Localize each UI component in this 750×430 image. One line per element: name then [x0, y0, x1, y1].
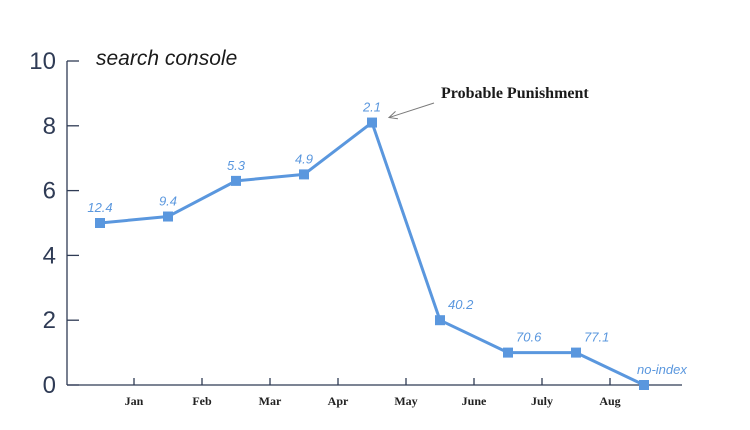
- y-tick-label: 0: [43, 372, 56, 399]
- data-point: [639, 380, 649, 390]
- annotation-arrow: [388, 102, 435, 119]
- annotation: Probable Punishment: [387, 85, 589, 120]
- data-point: [299, 169, 309, 180]
- x-tick-label: Apr: [328, 394, 349, 408]
- data-label: 2.1: [362, 100, 381, 115]
- x-tick-label: July: [531, 394, 553, 408]
- y-tick-label: 8: [43, 113, 56, 140]
- x-tick-label: Aug: [599, 394, 620, 408]
- x-tick-label: June: [462, 394, 487, 408]
- data-labels: 12.4 9.4 5.3 4.9 2.1 40.2 70.6 77.1 no-index: [87, 100, 687, 377]
- series-line: [99, 121, 645, 387]
- x-tick-label: Feb: [192, 394, 212, 408]
- data-label: 9.4: [159, 194, 177, 209]
- data-point: [367, 117, 377, 128]
- data-label: 70.6: [516, 330, 542, 345]
- data-point: [435, 315, 445, 326]
- chart-title: search console: [96, 47, 237, 70]
- data-point: [571, 347, 581, 358]
- tick-labels: 0 2 4 6 8 10 Jan Feb Mar Apr May June July Aug: [29, 48, 620, 408]
- data-point: [503, 347, 513, 358]
- data-label: 5.3: [227, 158, 246, 173]
- data-point: [163, 211, 173, 222]
- data-label: 77.1: [584, 330, 609, 345]
- y-tick-label: 10: [29, 48, 56, 75]
- series-line-group: [95, 117, 649, 390]
- y-tick-label: 6: [43, 178, 56, 205]
- annotation-arrowhead: [387, 110, 398, 120]
- y-tick-label: 2: [43, 307, 56, 334]
- axes: [66, 60, 682, 386]
- data-label: no-index: [637, 362, 687, 377]
- x-tick-label: May: [394, 394, 417, 408]
- data-label: 40.2: [448, 297, 474, 312]
- data-label: 4.9: [295, 151, 313, 166]
- data-label: 12.4: [87, 200, 112, 215]
- x-tick-label: Jan: [125, 394, 144, 408]
- data-point: [95, 218, 105, 228]
- y-tick-label: 4: [43, 242, 56, 269]
- annotation-text: Probable Punishment: [441, 85, 589, 102]
- x-tick-label: Mar: [259, 394, 282, 408]
- data-point: [231, 175, 241, 186]
